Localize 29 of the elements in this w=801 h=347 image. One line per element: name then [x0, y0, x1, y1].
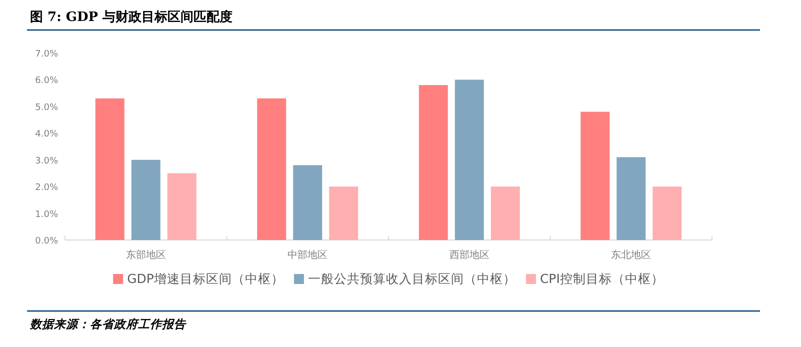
bar	[167, 173, 196, 240]
y-tick-label: 6.0%	[35, 76, 58, 86]
y-tick-label: 2.0%	[35, 183, 58, 194]
bar	[580, 112, 610, 240]
y-tick-label: 4.0%	[35, 130, 58, 140]
bar	[257, 98, 286, 240]
y-tick-label: 1.0%	[35, 210, 58, 220]
bar	[293, 165, 322, 240]
bar	[652, 186, 682, 240]
chart-title: 图 7: GDP 与财政目标区间匹配度	[30, 9, 233, 25]
bar	[329, 186, 358, 240]
y-tick-label: 3.0%	[35, 156, 58, 166]
source-note: 数据来源：各省政府工作报告	[29, 317, 187, 331]
legend-label: GDP增速目标区间（中枢）	[127, 271, 284, 286]
legend-label: 一般公共预算收入目标区间（中枢）	[308, 271, 516, 286]
y-tick-label: 0.0%	[35, 236, 58, 246]
x-tick-label: 东部地区	[126, 249, 166, 261]
y-tick-label: 7.0%	[35, 50, 58, 60]
y-tick-label: 5.0%	[35, 102, 58, 113]
bar	[490, 186, 520, 240]
bar	[454, 80, 484, 240]
bar	[418, 85, 448, 240]
bar	[131, 160, 160, 240]
legend-label: CPI控制目标（中枢）	[540, 271, 664, 286]
bar	[95, 98, 124, 240]
bar	[616, 157, 646, 240]
x-tick-label: 西部地区	[449, 249, 490, 261]
x-tick-label: 东北地区	[611, 249, 652, 261]
x-tick-label: 中部地区	[288, 249, 328, 261]
